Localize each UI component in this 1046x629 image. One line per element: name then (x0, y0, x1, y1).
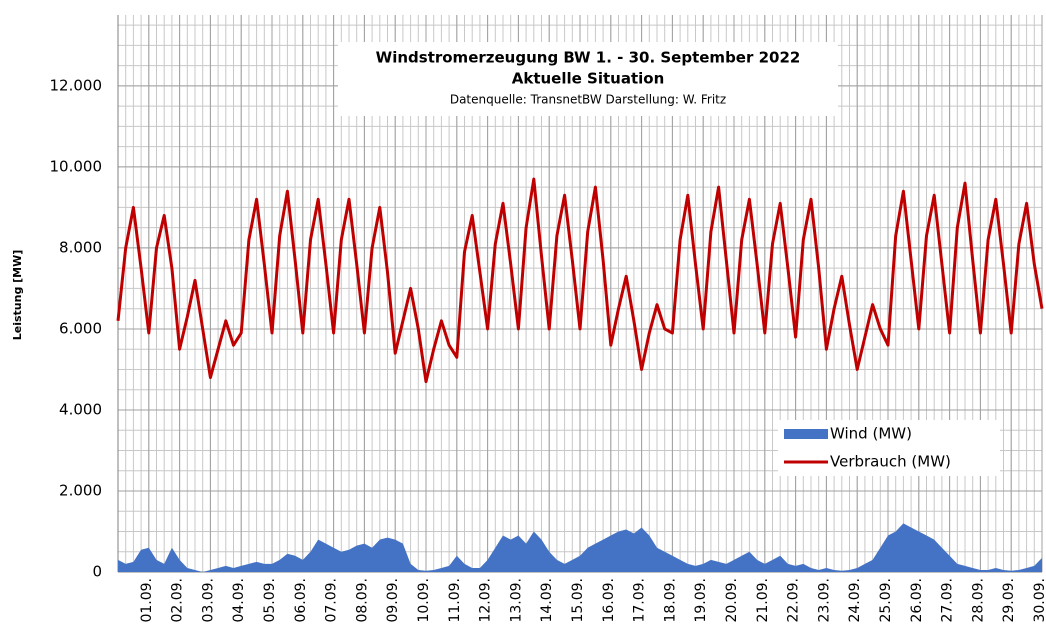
x-tick-label: 04.09. (231, 578, 247, 623)
line (116, 177, 1044, 384)
x-tick-label: 27.09. (940, 578, 956, 623)
area (118, 523, 1042, 572)
x-tick-label: 16.09. (601, 578, 617, 623)
y-tick-label: 10.000 (50, 157, 103, 175)
y-tick-label: 2.000 (59, 481, 102, 499)
x-tick-label: 21.09. (755, 578, 771, 623)
x-tick-label: 29.09. (1001, 578, 1017, 623)
x-tick-label: 10.09. (416, 578, 432, 623)
y-tick-label: 8.000 (59, 238, 102, 256)
x-tick-label: 22.09. (786, 578, 802, 623)
y-tick-label: 0 (92, 563, 102, 581)
x-tick-label: 20.09. (724, 578, 740, 623)
y-tick-label: 6.000 (59, 319, 102, 337)
x-tick-label: 14.09. (539, 578, 555, 623)
x-tick-label: 11.09. (447, 578, 463, 623)
chart-subtitle: Aktuelle Situation (512, 70, 665, 88)
y-tick-label: 12.000 (50, 76, 103, 94)
marks (116, 177, 1044, 572)
x-tick-label: 05.09. (262, 578, 278, 623)
x-tick-label: 18.09. (662, 578, 678, 623)
x-tick-label: 15.09. (570, 578, 586, 623)
x-tick-label: 25.09. (878, 578, 894, 623)
x-tick-label: 13.09. (508, 578, 524, 623)
x-tick-label: 17.09. (632, 578, 648, 623)
legend-label: Wind (MW) (830, 425, 912, 443)
legend-label: Verbrauch (MW) (830, 453, 951, 471)
legend: Wind (MW) Verbrauch (MW) (784, 425, 951, 471)
x-tick-label: 09.09. (385, 578, 401, 623)
legend-swatch (784, 429, 828, 439)
x-tick-label: 19.09. (693, 578, 709, 623)
chart-title: Windstromerzeugung BW 1. - 30. September… (376, 49, 801, 67)
x-tick-label: 23.09. (816, 578, 832, 623)
y-tick-label: 4.000 (59, 400, 102, 418)
x-tick-label: 08.09. (354, 578, 370, 623)
title-box (338, 42, 838, 116)
x-tick-label: 03.09. (200, 578, 216, 623)
x-tick-label: 24.09. (847, 578, 863, 623)
x-tick-label: 28.09. (970, 578, 986, 623)
x-tick-label: 30.09. (1032, 578, 1046, 623)
x-tick-label: 07.09. (324, 578, 340, 623)
x-tick-label: 02.09. (170, 578, 186, 623)
x-tick-label: 12.09. (478, 578, 494, 623)
annotation: Datenquelle: TransnetBW Darstellung: W. … (450, 93, 726, 107)
x-tick-label: 26.09. (909, 578, 925, 623)
x-tick-label: 06.09. (293, 578, 309, 623)
x-tick-label: 01.09. (139, 578, 155, 623)
y-axis-label: Leistung [MW] (11, 250, 24, 341)
